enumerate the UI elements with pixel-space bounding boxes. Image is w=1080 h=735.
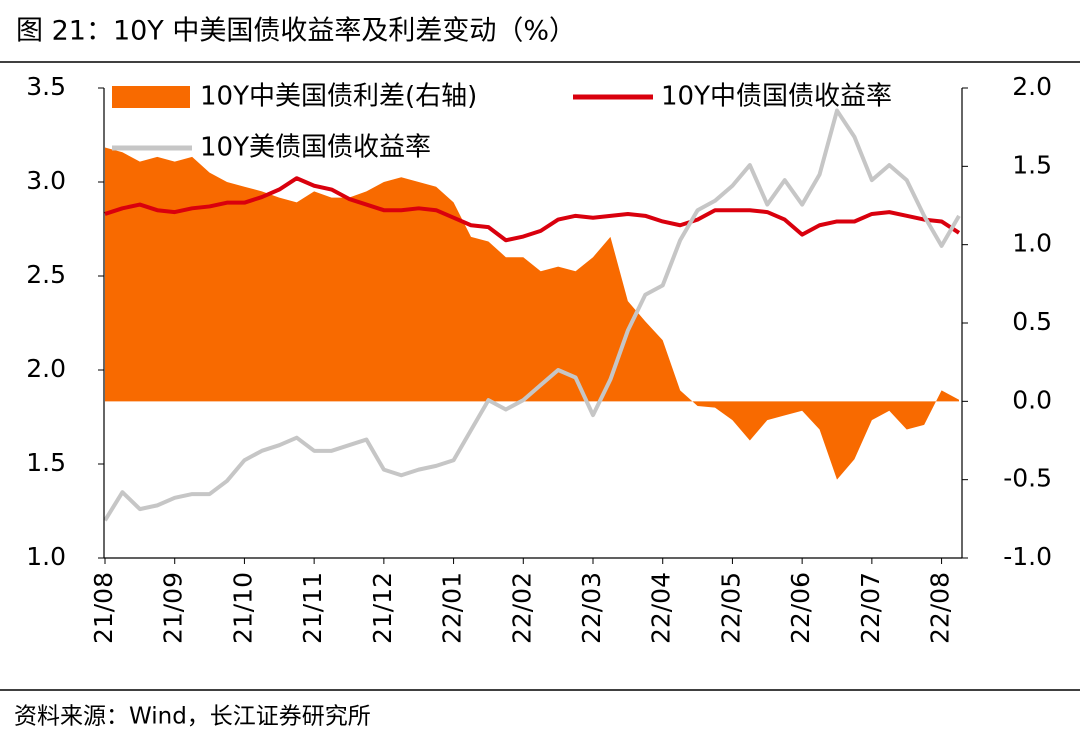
x-tick-label: 22/06 [786, 572, 815, 644]
x-tick-label: 21/12 [368, 572, 397, 644]
y-tick-label: 2.0 [26, 354, 66, 383]
x-tick-label: 22/04 [647, 572, 676, 644]
legend-label: 10Y美债国债收益率 [200, 133, 431, 163]
y2-tick-label: -1.0 [1003, 542, 1052, 571]
y-tick-label: 1.0 [26, 542, 66, 571]
y2-tick-label: 0.5 [1012, 307, 1052, 336]
x-tick-label: 22/07 [856, 572, 885, 644]
y2-tick-label: 1.0 [1012, 229, 1052, 258]
x-tick-label: 21/11 [298, 572, 327, 644]
y-tick-label: 2.5 [26, 260, 66, 289]
x-tick-label: 21/08 [89, 572, 118, 644]
y2-tick-label: 1.5 [1012, 150, 1052, 179]
x-tick-label: 22/05 [716, 572, 745, 644]
yield-line [103, 108, 961, 522]
x-tick-label: 22/08 [926, 572, 955, 644]
legend-label: 10Y中债国债收益率 [661, 82, 892, 112]
y2-tick-label: 2.0 [1012, 72, 1052, 101]
x-tick-label: 21/09 [159, 572, 188, 644]
y2-tick-label: 0.0 [1012, 385, 1052, 414]
x-tick-label: 21/10 [228, 572, 257, 644]
yield-line [104, 176, 961, 243]
legend-label: 10Y中美国债利差(右轴) [200, 82, 477, 112]
chart-title: 图 21：10Y 中美国债收益率及利差变动（%） [16, 16, 576, 47]
y-tick-label: 3.5 [26, 72, 66, 101]
x-tick-label: 22/03 [577, 572, 606, 644]
x-tick-label: 22/02 [507, 572, 536, 644]
y-tick-label: 1.5 [26, 448, 66, 477]
x-tick-label: 22/01 [438, 572, 467, 644]
y-tick-label: 3.0 [26, 166, 66, 195]
legend-swatch [112, 86, 190, 108]
spread-area [105, 147, 959, 480]
source: 资料来源：Wind，长江证券研究所 [14, 704, 371, 730]
y2-tick-label: -0.5 [1003, 464, 1052, 493]
